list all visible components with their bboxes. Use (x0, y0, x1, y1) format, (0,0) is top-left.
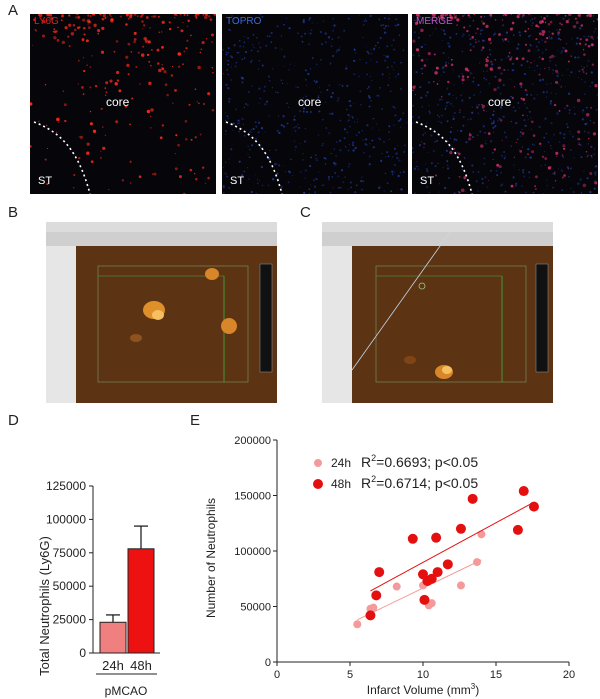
fit-line-48h (370, 501, 535, 592)
point-24h (477, 530, 486, 539)
y-axis-label: Total Neutrophils (Ly6G) (37, 536, 52, 676)
scatter-chart: Number of Neutrophils 0 50000 100000 150000… (204, 435, 575, 697)
panel-label-c: C (300, 204, 311, 221)
bar-48h (127, 548, 155, 654)
micrograph-topro-dots (222, 14, 408, 194)
scatter-chart-marks (353, 486, 539, 629)
border-dashed-line (33, 121, 91, 194)
y-tick-label: 0 (265, 657, 271, 669)
screenshot-c-art (322, 222, 553, 403)
legend-stat-48h: R2=0.6714; p<0.05 (361, 474, 478, 491)
bar-24h (99, 621, 127, 654)
point-48h (426, 573, 437, 584)
micrograph-topro: TOPRO core ST (222, 14, 408, 194)
x-tick-label: 20 (563, 669, 575, 681)
point-24h (392, 582, 401, 591)
y-tick-label: 25000 (53, 613, 87, 627)
x-tick-label: 15 (490, 669, 502, 681)
micrograph-label: TOPRO (226, 16, 262, 27)
point-24h (427, 599, 436, 608)
fit-line-24h (357, 559, 482, 621)
legend-label-48h: 48h (331, 477, 351, 491)
speckle-group (412, 14, 598, 194)
speckle-group (30, 14, 216, 194)
legend-marker-48h (313, 479, 323, 489)
micrograph-label: LY6G (34, 16, 59, 27)
legend-marker-24h (314, 459, 322, 467)
legend-stat-24h: R2=0.6693; p<0.05 (361, 453, 478, 470)
point-48h (371, 590, 382, 601)
micrograph-merge: MERGE core ST (412, 14, 598, 194)
core-label: core (298, 95, 322, 109)
y-axis-label: Number of Neutrophils (204, 498, 218, 618)
x-axis-label: Infarct Volume (mm3) (367, 682, 479, 697)
panel-label-e: E (190, 412, 201, 429)
point-48h (528, 501, 539, 512)
y-tick-label: 0 (79, 646, 86, 660)
speckle-group (222, 14, 408, 194)
point-24h (456, 581, 465, 590)
border-dashed-line (225, 121, 283, 194)
x-tick-label: 10 (417, 669, 429, 681)
y-tick-label: 150000 (234, 491, 271, 503)
x-tick-label: 0 (274, 669, 280, 681)
panel-label-b: B (8, 204, 19, 221)
y-tick-label: 50000 (53, 579, 87, 593)
y-tick-label: 50000 (240, 602, 271, 614)
point-48h (455, 523, 466, 534)
micrograph-ly6g-dots (30, 14, 216, 194)
bar-chart-marks: 24h 48h (96, 525, 157, 675)
bar-chart-axes: 0 25000 50000 75000 100000 125000 (46, 479, 160, 660)
micrograph-label: MERGE (416, 16, 453, 27)
point-48h (419, 594, 430, 605)
software-screenshot-b (46, 222, 277, 403)
x-tick-label: 24h (102, 658, 124, 673)
st-label: ST (230, 175, 245, 187)
point-48h (431, 532, 442, 543)
st-label: ST (420, 175, 435, 187)
x-tick-label: 48h (130, 658, 152, 673)
x-tick-label: 5 (347, 669, 353, 681)
point-48h (467, 493, 478, 504)
core-label: core (106, 95, 130, 109)
point-24h (369, 603, 378, 612)
core-label: core (488, 95, 512, 109)
point-48h (518, 486, 529, 497)
point-48h (432, 567, 443, 578)
bar-chart: Total Neutrophils (Ly6G) 0 25000 50000 7500… (37, 479, 160, 698)
point-24h (353, 620, 362, 629)
screenshot-b-art (46, 222, 277, 403)
point-48h (374, 567, 385, 578)
point-24h (473, 558, 482, 567)
y-tick-label: 75000 (53, 546, 87, 560)
point-48h (442, 559, 453, 570)
group-label: pMCAO (105, 684, 148, 698)
software-screenshot-c (322, 222, 553, 403)
y-tick-label: 125000 (46, 479, 86, 493)
point-48h (365, 610, 376, 621)
micrograph-ly6g: LY6G core ST (30, 14, 216, 194)
panel-label-a: A (8, 2, 19, 19)
micrograph-merge-dots (412, 14, 598, 194)
legend-label-24h: 24h (331, 456, 351, 470)
legend: 24h R2=0.6693; p<0.05 48h R2=0.6714; p<0… (313, 453, 478, 491)
scatter-chart-axes: 0 50000 100000 150000 200000 0 5 10 15 20 (234, 435, 575, 681)
st-label: ST (38, 175, 53, 187)
y-tick-label: 100000 (46, 512, 86, 526)
panel-label-d: D (8, 412, 19, 429)
y-tick-label: 200000 (234, 435, 271, 447)
point-48h (512, 524, 523, 535)
point-48h (407, 533, 418, 544)
y-tick-label: 100000 (234, 546, 271, 558)
border-dashed-line (415, 121, 473, 194)
